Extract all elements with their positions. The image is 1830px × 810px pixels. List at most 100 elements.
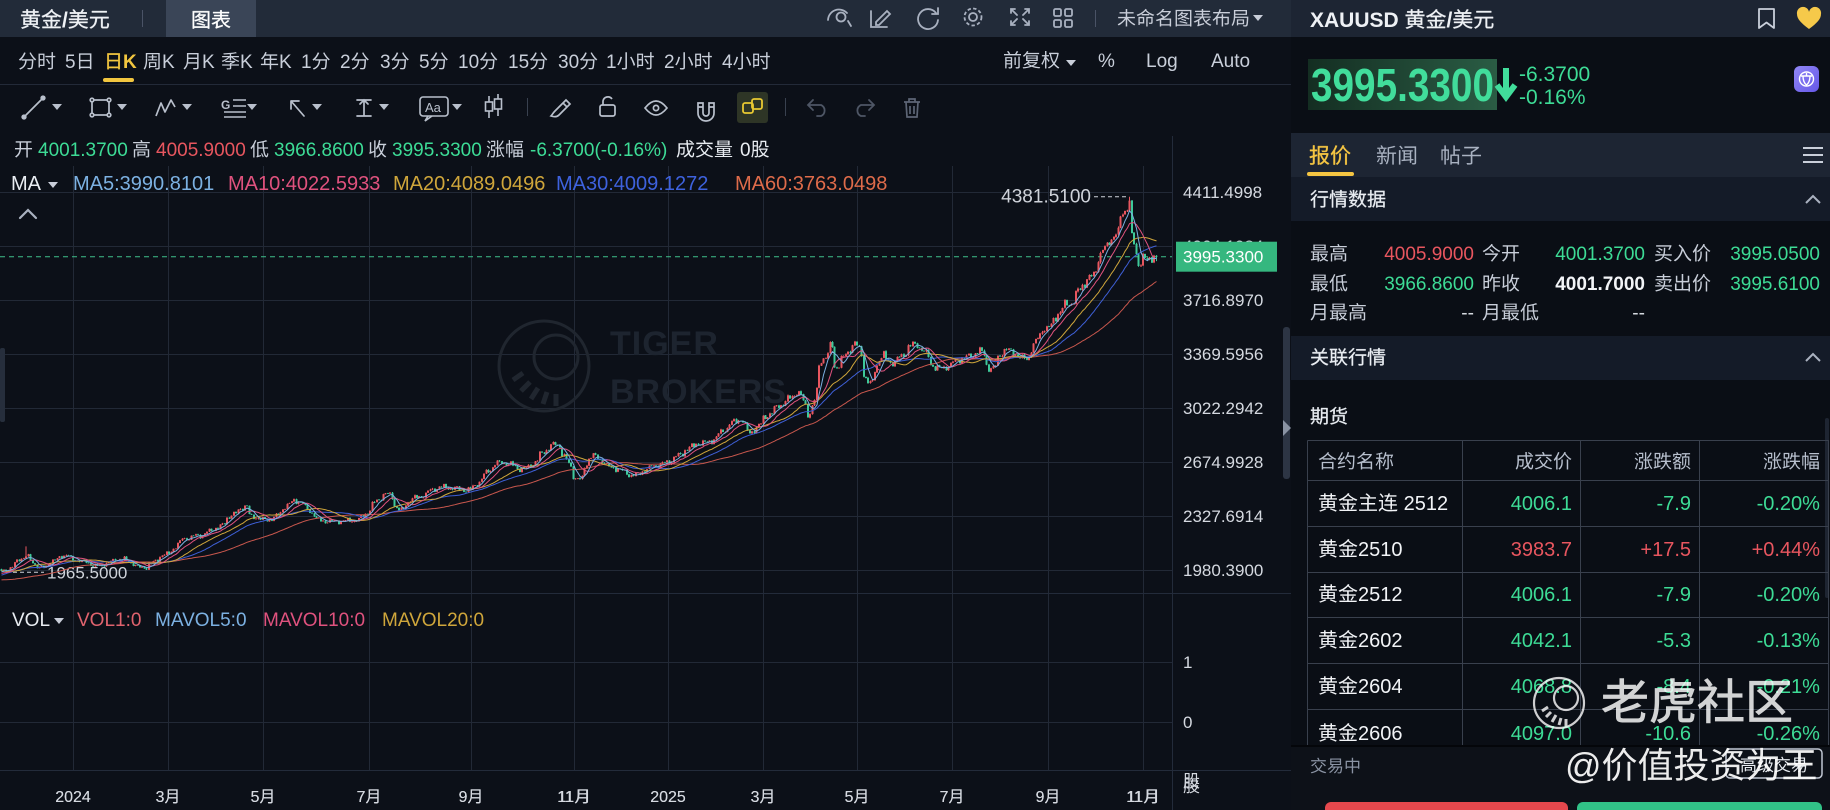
svg-text:2025: 2025 xyxy=(650,789,686,806)
svg-text:2510: 2510 xyxy=(1358,539,1403,561)
svg-text:5: 5 xyxy=(65,52,76,73)
svg-text:%: % xyxy=(1098,51,1115,72)
svg-text:-5.3: -5.3 xyxy=(1657,630,1691,652)
svg-text:VOL1:0: VOL1:0 xyxy=(77,610,141,631)
svg-text:3369.5956: 3369.5956 xyxy=(1183,345,1263,364)
svg-text:3995.3300: 3995.3300 xyxy=(392,140,482,161)
svg-text:XAUUSD: XAUUSD xyxy=(1310,9,1399,32)
svg-text:-6.3700(-0.16%): -6.3700(-0.16%) xyxy=(530,140,667,161)
svg-text:MA10:4022.5933: MA10:4022.5933 xyxy=(228,173,380,195)
svg-text:2024: 2024 xyxy=(55,789,91,806)
svg-text:30: 30 xyxy=(558,52,579,73)
svg-text:-10.6: -10.6 xyxy=(1645,723,1691,745)
svg-text:2025: 2025 xyxy=(650,789,686,806)
svg-text:BROKERS: BROKERS xyxy=(610,373,787,411)
svg-text:5: 5 xyxy=(419,52,430,73)
svg-text:4005.9000: 4005.9000 xyxy=(156,140,246,161)
svg-text:5: 5 xyxy=(251,789,260,806)
svg-text:4001.7000: 4001.7000 xyxy=(1555,274,1645,295)
svg-text:TIGER: TIGER xyxy=(610,325,719,363)
svg-text:15: 15 xyxy=(508,52,529,73)
svg-text:K: K xyxy=(240,52,253,73)
svg-text:+17.5: +17.5 xyxy=(1640,539,1691,561)
svg-text:MAVOL5:0: MAVOL5:0 xyxy=(155,610,247,631)
svg-text:3: 3 xyxy=(751,789,760,806)
svg-text:4001.3700: 4001.3700 xyxy=(1555,244,1645,265)
svg-text:0: 0 xyxy=(740,140,751,161)
svg-text:2327.6914: 2327.6914 xyxy=(1183,507,1263,526)
svg-text:3022.2942: 3022.2942 xyxy=(1183,399,1263,418)
svg-text:3: 3 xyxy=(380,52,391,73)
svg-text:3983.7: 3983.7 xyxy=(1511,539,1572,561)
svg-text:3995.3300: 3995.3300 xyxy=(1183,248,1263,267)
svg-text:-6.3700: -6.3700 xyxy=(1519,63,1590,86)
svg-text:1: 1 xyxy=(606,52,617,73)
svg-text:3966.8600: 3966.8600 xyxy=(1384,274,1474,295)
svg-text:Log: Log xyxy=(1146,51,1178,72)
svg-text:7: 7 xyxy=(940,789,949,806)
svg-text:2602: 2602 xyxy=(1358,630,1403,652)
svg-text:/: / xyxy=(62,9,68,32)
svg-text:K: K xyxy=(162,52,175,73)
svg-text:11: 11 xyxy=(1126,789,1143,806)
svg-text:MA5:3990.8101: MA5:3990.8101 xyxy=(73,173,214,195)
svg-text:K: K xyxy=(279,52,292,73)
svg-text:--: -- xyxy=(1461,303,1474,324)
svg-text:3716.8970: 3716.8970 xyxy=(1183,291,1263,310)
svg-text:11: 11 xyxy=(557,789,574,806)
svg-text:-7.9: -7.9 xyxy=(1657,584,1691,606)
svg-text:-0.16%: -0.16% xyxy=(1519,86,1586,109)
svg-text:4001.3700: 4001.3700 xyxy=(38,140,128,161)
svg-text:-7.9: -7.9 xyxy=(1657,493,1691,515)
svg-text:10: 10 xyxy=(458,52,479,73)
svg-text:9: 9 xyxy=(459,789,468,806)
svg-text:-0.13%: -0.13% xyxy=(1757,630,1821,652)
svg-text:3995.6100: 3995.6100 xyxy=(1730,274,1820,295)
svg-text:MA30:4009.1272: MA30:4009.1272 xyxy=(556,173,708,195)
svg-text:2674.9928: 2674.9928 xyxy=(1183,453,1263,472)
svg-text:2: 2 xyxy=(664,52,675,73)
svg-text:1965.5000: 1965.5000 xyxy=(47,563,127,582)
svg-text:2604: 2604 xyxy=(1358,676,1403,698)
svg-text:VOL: VOL xyxy=(12,610,50,631)
svg-text:1: 1 xyxy=(1183,653,1192,672)
svg-text:3995.3300: 3995.3300 xyxy=(1311,59,1494,111)
svg-text:3995.0500: 3995.0500 xyxy=(1730,244,1820,265)
svg-text:MA60:3763.0498: MA60:3763.0498 xyxy=(735,173,887,195)
svg-text:-0.20%: -0.20% xyxy=(1757,493,1821,515)
svg-text:1: 1 xyxy=(301,52,312,73)
svg-text:4: 4 xyxy=(722,52,733,73)
svg-text:2512: 2512 xyxy=(1358,584,1403,606)
svg-text:Auto: Auto xyxy=(1211,51,1250,72)
svg-text:4411.4998: 4411.4998 xyxy=(1183,183,1262,202)
svg-text:/: / xyxy=(1447,9,1453,32)
svg-text:3966.8600: 3966.8600 xyxy=(274,140,364,161)
svg-text:Aa: Aa xyxy=(425,100,442,115)
svg-text:5: 5 xyxy=(845,789,854,806)
svg-text:MAVOL10:0: MAVOL10:0 xyxy=(263,610,365,631)
svg-text:+0.44%: +0.44% xyxy=(1752,539,1821,561)
svg-text:K: K xyxy=(202,52,215,73)
svg-text:-0.26%: -0.26% xyxy=(1757,723,1821,745)
svg-text:4097.0: 4097.0 xyxy=(1511,723,1572,745)
svg-text:K: K xyxy=(123,52,137,73)
svg-text:2512: 2512 xyxy=(1404,493,1449,515)
svg-text:-0.20%: -0.20% xyxy=(1757,584,1821,606)
svg-text:2606: 2606 xyxy=(1358,723,1403,745)
svg-text:4381.5100: 4381.5100 xyxy=(1001,187,1091,208)
svg-text:4005.9000: 4005.9000 xyxy=(1384,244,1474,265)
svg-text:4042.1: 4042.1 xyxy=(1511,630,1572,652)
svg-text:11月: 11月 xyxy=(558,789,591,806)
svg-text:MA20:4089.0496: MA20:4089.0496 xyxy=(393,173,545,195)
svg-text:7: 7 xyxy=(357,789,366,806)
svg-text:MA: MA xyxy=(11,173,42,195)
svg-text:2024: 2024 xyxy=(55,789,91,806)
svg-text:4006.1: 4006.1 xyxy=(1511,584,1572,606)
svg-text:@: @ xyxy=(1565,745,1602,786)
svg-text:3: 3 xyxy=(156,789,165,806)
svg-text:4068.8: 4068.8 xyxy=(1511,676,1572,698)
svg-text:--: -- xyxy=(1632,303,1645,324)
svg-text:2: 2 xyxy=(340,52,351,73)
svg-text:0: 0 xyxy=(1183,713,1192,732)
svg-text:9: 9 xyxy=(1036,789,1045,806)
